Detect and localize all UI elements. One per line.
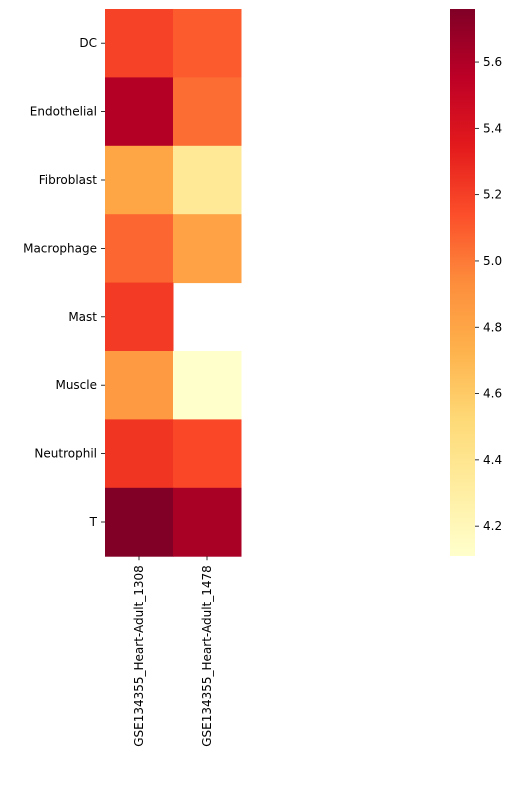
heatmap-cell — [173, 77, 242, 147]
heatmap-cell — [105, 214, 174, 284]
heatmap-cell — [173, 214, 242, 284]
colorbar-ticks: 4.2 4.4 4.6 4.8 5.0 5.2 5.4 5.6 — [475, 55, 502, 533]
x-tick-label: GSE134355_Heart-Adult_1478 — [200, 565, 214, 747]
heatmap-cell — [105, 9, 174, 78]
y-tick-label: Muscle — [55, 378, 97, 392]
colorbar-tick-label: 5.2 — [483, 188, 502, 202]
y-tick-label: DC — [79, 36, 97, 50]
colorbar-tick-label: 5.0 — [483, 254, 502, 268]
y-tick-labels: DC Endothelial Fibroblast Macrophage Mast Mus… — [23, 36, 105, 529]
colorbar — [450, 9, 475, 556]
colorbar-tick-label: 5.4 — [483, 121, 502, 135]
heatmap-cell — [105, 282, 174, 352]
heatmap-cell — [173, 419, 242, 489]
x-tick-label: GSE134355_Heart-Adult_1308 — [132, 565, 146, 747]
colorbar-tick-label: 4.8 — [483, 320, 502, 334]
heatmap-cell — [105, 145, 174, 215]
colorbar-tick-label: 4.2 — [483, 519, 502, 533]
heatmap-cell — [173, 351, 242, 420]
heatmap-cell — [105, 487, 174, 557]
y-tick-label: Mast — [68, 310, 97, 324]
x-tick-labels: GSE134355_Heart-Adult_1308 GSE134355_Hear… — [132, 556, 214, 747]
y-tick-label: Endothelial — [30, 105, 97, 119]
y-tick-label: Fibroblast — [39, 173, 98, 187]
y-tick-label: T — [89, 515, 98, 529]
heatmap-cell — [105, 77, 174, 147]
colorbar-tick-label: 4.4 — [483, 453, 502, 467]
colorbar-gradient — [450, 9, 475, 556]
heatmap-cell — [105, 351, 174, 420]
heatmap-cell — [173, 487, 242, 557]
y-tick-label: Macrophage — [23, 241, 97, 255]
colorbar-tick-label: 4.6 — [483, 387, 502, 401]
y-tick-label: Neutrophil — [34, 447, 97, 461]
heatmap-cell — [173, 9, 242, 78]
heatmap-cell — [173, 145, 242, 215]
heatmap-cells — [105, 9, 242, 557]
heatmap-cell — [105, 419, 174, 489]
colorbar-tick-label: 5.6 — [483, 55, 502, 69]
